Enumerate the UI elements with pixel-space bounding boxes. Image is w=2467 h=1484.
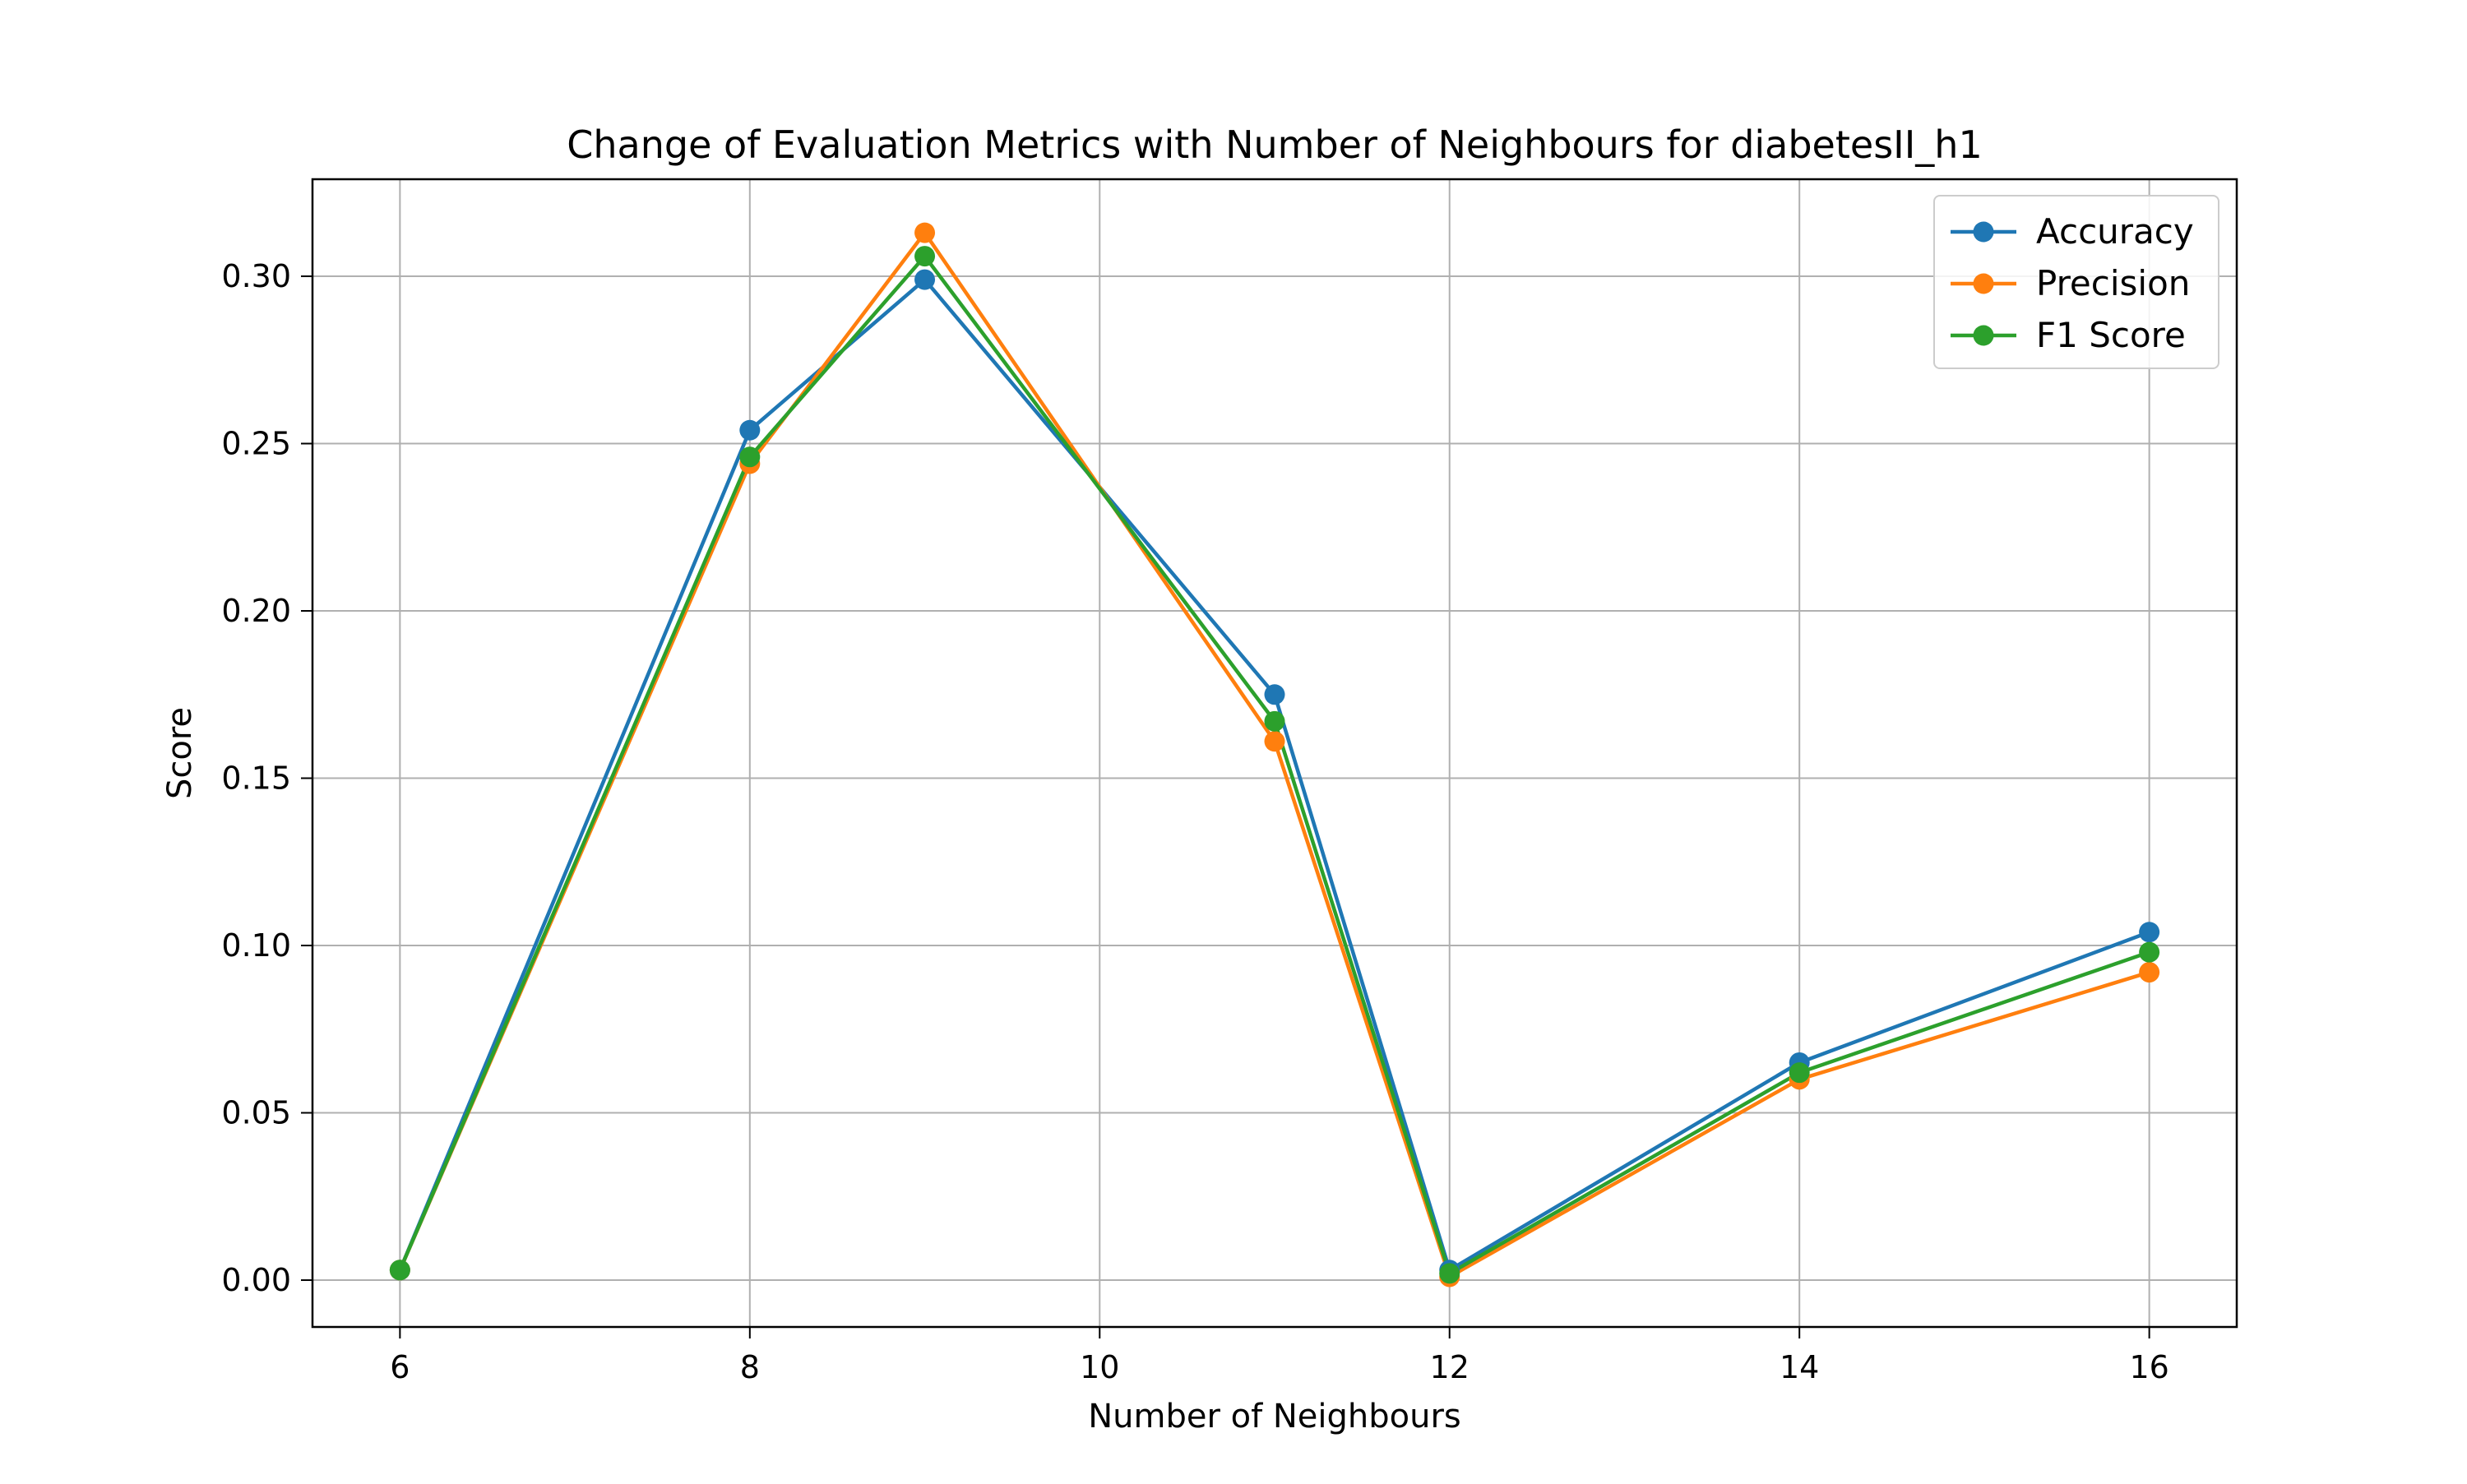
legend-label-f1-score: F1 Score bbox=[2036, 315, 2186, 355]
legend-marker-accuracy bbox=[1973, 221, 1994, 243]
x-axis-label: Number of Neighbours bbox=[1088, 1398, 1461, 1435]
data-point-precision bbox=[1264, 731, 1285, 752]
data-point-f1-score bbox=[2139, 941, 2160, 963]
x-tick-label: 12 bbox=[1430, 1349, 1470, 1385]
y-tick-label: 0.00 bbox=[221, 1262, 291, 1298]
legend-label-precision: Precision bbox=[2036, 263, 2190, 303]
y-tick-label: 0.30 bbox=[221, 258, 291, 294]
legend-label-accuracy: Accuracy bbox=[2036, 211, 2194, 252]
data-point-f1-score bbox=[1439, 1263, 1460, 1284]
y-tick-label: 0.10 bbox=[221, 927, 291, 964]
data-point-precision bbox=[914, 222, 936, 243]
x-tick-label: 16 bbox=[2129, 1349, 2168, 1385]
plot-frame bbox=[311, 178, 2238, 1329]
legend-marker-precision bbox=[1973, 273, 1994, 294]
y-axis-ticks: 0.00 0.05 0.10 0.15 0.20 0.25 0.30 bbox=[221, 258, 312, 1298]
data-point-f1-score bbox=[1789, 1062, 1810, 1084]
y-tick-label: 0.20 bbox=[221, 593, 291, 629]
x-tick-label: 8 bbox=[740, 1349, 760, 1385]
legend-box bbox=[1933, 195, 2219, 369]
data-point-accuracy bbox=[739, 419, 761, 441]
y-axis-label: Score bbox=[161, 707, 199, 799]
chart-title: Change of Evaluation Metrics with Number… bbox=[567, 123, 1982, 167]
x-tick-label: 6 bbox=[390, 1349, 410, 1385]
legend-marker-f1-score bbox=[1973, 325, 1994, 346]
x-axis-ticks: 6 8 10 12 14 16 bbox=[390, 1327, 2169, 1385]
legend: Accuracy Precision F1 Score bbox=[1933, 195, 2219, 369]
data-point-f1-score bbox=[389, 1260, 410, 1281]
data-point-accuracy bbox=[1264, 684, 1285, 705]
series-markers bbox=[389, 222, 2160, 1288]
y-tick-label: 0.25 bbox=[221, 426, 291, 462]
x-tick-label: 14 bbox=[1780, 1349, 1819, 1385]
y-tick-label: 0.05 bbox=[221, 1095, 291, 1131]
y-tick-label: 0.15 bbox=[221, 760, 291, 797]
data-point-f1-score bbox=[914, 246, 936, 267]
x-tick-label: 10 bbox=[1080, 1349, 1119, 1385]
data-point-precision bbox=[2139, 962, 2160, 983]
data-point-accuracy bbox=[2139, 922, 2160, 943]
data-point-accuracy bbox=[914, 269, 936, 290]
data-point-f1-score bbox=[739, 446, 761, 468]
grid bbox=[312, 179, 2237, 1327]
data-point-f1-score bbox=[1264, 710, 1285, 732]
